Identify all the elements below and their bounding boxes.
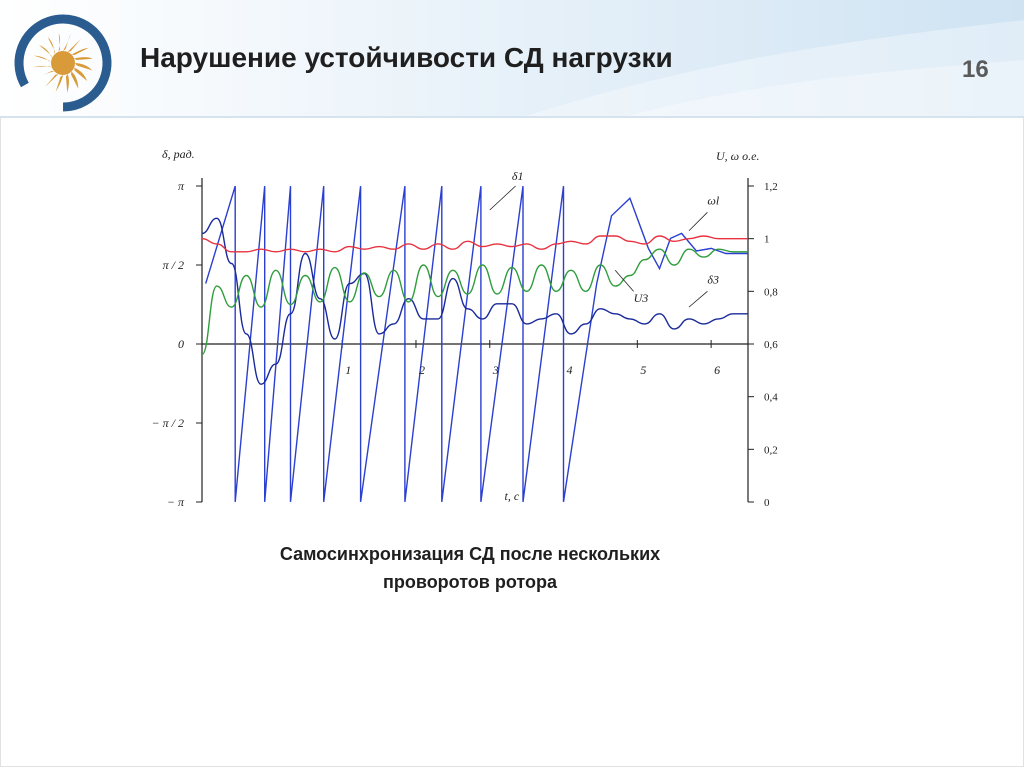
- x-tick-label: 4: [567, 363, 573, 377]
- company-logo: [14, 14, 112, 112]
- caption-line-2: проворотов ротора: [383, 572, 557, 592]
- x-tick-label: 3: [492, 363, 499, 377]
- annotation-omega-l: ωl: [707, 193, 719, 207]
- left-tick-label: π: [178, 179, 185, 193]
- annotation-u3: U3: [634, 291, 649, 305]
- chart-area: π π / 2 0 − π / 2 − π δ, рад. 1,2 1 0,8 0,6 0,4 0,2…: [140, 140, 800, 520]
- logo-ray: [58, 33, 61, 52]
- logo-ray: [67, 38, 81, 52]
- annotation-leader-u3: [614, 270, 634, 292]
- right-tick-label: 0: [764, 497, 770, 509]
- x-tick-label: 1: [345, 363, 351, 377]
- annotation-delta3: δ3: [707, 272, 719, 286]
- chart-caption: Самосинхронизация СД после нескольких пр…: [200, 540, 740, 596]
- x-tick-label: 2: [419, 363, 425, 377]
- x-axis-label: t, c: [505, 489, 520, 503]
- annotation-leader-delta1: [489, 185, 516, 211]
- right-tick-label: 1,2: [764, 181, 778, 193]
- logo-ray: [47, 37, 56, 55]
- logo-ray: [65, 74, 69, 93]
- right-tick-label: 0,6: [764, 339, 778, 351]
- logo-ray: [33, 55, 51, 63]
- annotation-leader-delta3: [688, 291, 708, 308]
- left-tick-label: π / 2: [163, 258, 184, 272]
- logo-ray: [71, 47, 89, 56]
- stability-chart: π π / 2 0 − π / 2 − π δ, рад. 1,2 1 0,8 0,6 0,4 0,2…: [152, 147, 779, 509]
- annotation-delta1: δ1: [512, 169, 524, 183]
- x-tick-label: 6: [714, 363, 720, 377]
- logo-ray: [45, 74, 59, 88]
- left-axis-label: δ, рад.: [162, 147, 195, 161]
- logo-ray: [37, 70, 55, 79]
- right-tick-label: 0,4: [764, 392, 778, 404]
- x-tick-label: 5: [640, 363, 646, 377]
- logo-ray: [74, 57, 93, 61]
- left-tick-label: − π / 2: [152, 416, 184, 430]
- series-omega-l-line: [201, 235, 748, 253]
- header-band: [0, 0, 1024, 118]
- series-delta1-line: [205, 185, 748, 503]
- logo-ray: [70, 71, 79, 89]
- right-tick-label: 0,2: [764, 444, 778, 456]
- slide-number: 16: [962, 56, 989, 83]
- annotation-leader-omega-l: [688, 212, 708, 232]
- slide-title: Нарушение устойчивости СД нагрузки: [140, 42, 673, 73]
- right-tick-label: 1: [764, 234, 770, 246]
- right-tick-label: 0,8: [764, 286, 778, 298]
- logo-ray: [38, 45, 52, 59]
- left-tick-label: 0: [178, 337, 184, 351]
- caption-line-1: Самосинхронизация СД после нескольких: [279, 544, 661, 564]
- series-u3-line: [201, 248, 748, 356]
- logo-ray: [74, 67, 88, 81]
- series-delta3-line: [201, 217, 748, 385]
- logo-ray: [63, 33, 71, 51]
- logo-ray: [75, 63, 93, 71]
- logo-ray: [55, 75, 63, 93]
- left-tick-label: − π: [167, 495, 185, 509]
- right-axis-label: U, ω о.е.: [716, 149, 759, 163]
- logo-ray: [33, 65, 52, 68]
